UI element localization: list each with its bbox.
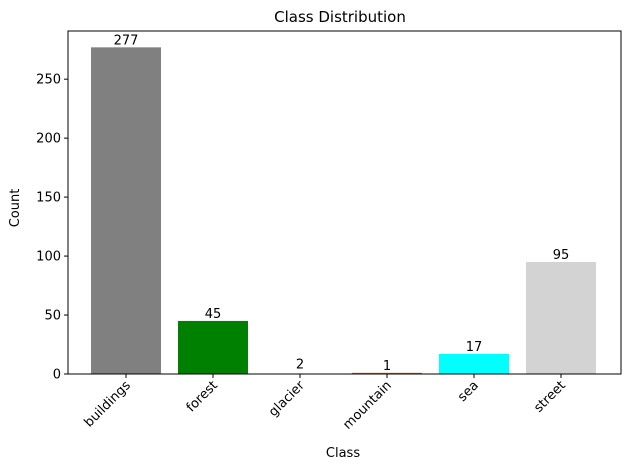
y-tick-label: 150 [36, 191, 61, 206]
y-tick-label: 100 [36, 250, 61, 265]
bar-sea [439, 353, 509, 374]
x-tick-label-street: street [531, 378, 568, 415]
x-tick-label-buildings: buildings [82, 378, 134, 430]
chart-title: Class Distribution [274, 8, 406, 26]
bar-value-label-sea: 17 [466, 340, 483, 355]
x-tick-label-forest: forest [184, 378, 221, 415]
bar-forest [178, 320, 248, 374]
bar-mountain [352, 372, 422, 374]
bar-value-label-glacier: 2 [296, 358, 304, 373]
y-tick-label: 250 [36, 73, 61, 88]
x-axis-label: Class [326, 446, 360, 461]
bar-value-label-mountain: 1 [383, 359, 391, 374]
bars-group [91, 47, 596, 374]
y-axis-label: Count [8, 189, 23, 228]
y-tick-label: 0 [53, 368, 61, 383]
bar-value-labels: 277 45 2 1 17 95 [114, 33, 570, 373]
y-axis: 0 50 100 150 200 250 [36, 73, 68, 383]
x-axis: buildings forest glacier mountain sea street [82, 374, 569, 433]
bar-value-label-forest: 45 [205, 307, 222, 322]
y-tick-label: 50 [44, 309, 61, 324]
bar-value-label-buildings: 277 [114, 33, 139, 48]
plot-frame [67, 30, 622, 375]
bar-glacier [265, 371, 335, 374]
y-tick-label: 200 [36, 132, 61, 147]
x-tick-label-mountain: mountain [340, 378, 394, 432]
bar-street [526, 261, 596, 374]
x-tick-label-glacier: glacier [266, 378, 308, 420]
bar-value-label-street: 95 [553, 248, 570, 263]
x-tick-label-sea: sea [455, 378, 482, 405]
bar-buildings [91, 47, 161, 374]
